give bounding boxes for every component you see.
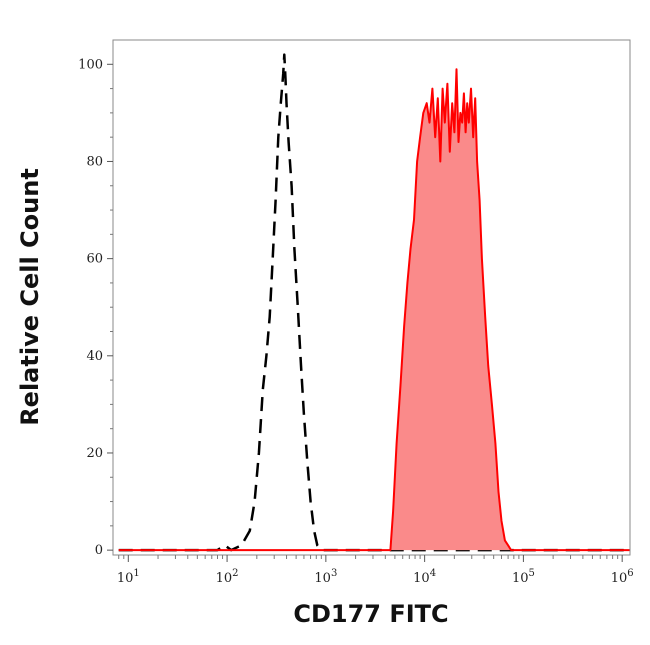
x-tick-label: 104	[413, 568, 436, 586]
x-tick-label: 105	[512, 568, 535, 586]
x-tick-label: 101	[117, 568, 140, 586]
y-axis-title: Relative Cell Count	[16, 168, 44, 426]
series-0-line	[118, 53, 630, 552]
series-layer	[118, 53, 630, 552]
plot-background	[113, 40, 630, 555]
y-tick-label: 60	[86, 252, 103, 267]
y-tick-label: 100	[78, 57, 103, 72]
x-axis-title: CD177 FITC	[293, 600, 448, 628]
x-tick-label: 106	[611, 568, 634, 586]
ticks-layer: 101 102 103 104 105 106 0 20 40 60 80 100	[78, 57, 633, 586]
y-tick-label: 80	[86, 154, 103, 169]
y-tick-label: 0	[95, 543, 103, 558]
x-tick-label: 102	[216, 568, 239, 586]
plot-frame	[112, 39, 631, 556]
series-1-outline	[118, 68, 630, 552]
x-tick-label: 103	[314, 568, 337, 586]
y-tick-label: 20	[86, 446, 103, 461]
y-tick-label: 40	[86, 349, 103, 364]
